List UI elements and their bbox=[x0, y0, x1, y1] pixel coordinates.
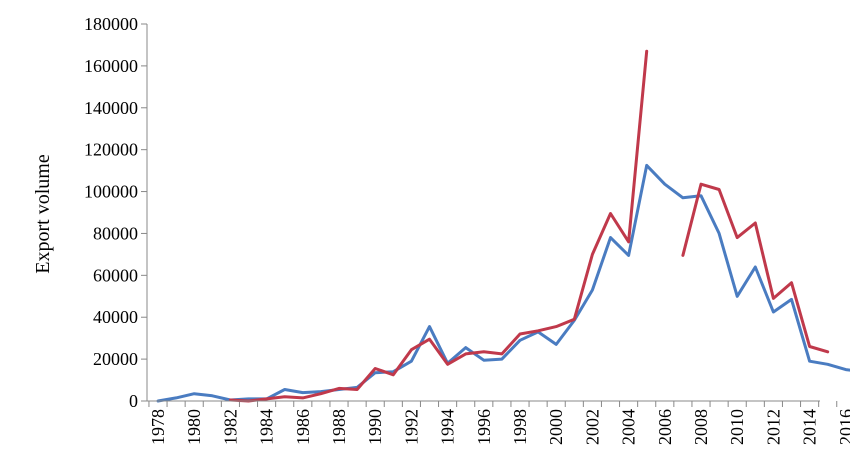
y-tick-label: 180000 bbox=[84, 14, 138, 34]
y-tick-label: 100000 bbox=[84, 182, 138, 202]
x-tick-label: 1984 bbox=[257, 409, 277, 445]
x-tick-label: 2006 bbox=[655, 409, 675, 445]
y-axis-ticks: 0 20000 40000 60000 80000 100000 120000 140000 1… bbox=[84, 14, 147, 411]
series-1-line bbox=[156, 163, 850, 403]
y-tick-label: 160000 bbox=[84, 56, 138, 76]
x-tick-label: 2016 bbox=[836, 409, 850, 445]
axes bbox=[146, 24, 820, 402]
series-lines bbox=[156, 49, 850, 403]
y-tick-label: 0 bbox=[129, 391, 138, 411]
y-tick-label: 80000 bbox=[93, 223, 138, 243]
x-tick-label: 1980 bbox=[184, 409, 204, 445]
y-tick-label: 140000 bbox=[84, 98, 138, 118]
x-tick-label: 2004 bbox=[619, 409, 639, 445]
x-tick-label: 1986 bbox=[293, 409, 313, 445]
x-tick-label: 1978 bbox=[148, 409, 168, 445]
x-tick-label: 2000 bbox=[546, 409, 566, 445]
x-tick-label: 1996 bbox=[474, 409, 494, 445]
series-2-line bbox=[681, 182, 830, 354]
x-tick-label: 1988 bbox=[329, 409, 349, 445]
x-tick-label: 1998 bbox=[510, 409, 530, 445]
y-tick-label: 20000 bbox=[93, 349, 138, 369]
x-tick-label: 1994 bbox=[438, 409, 458, 445]
y-tick-label: 120000 bbox=[84, 140, 138, 160]
x-tick-label: 2014 bbox=[800, 409, 820, 445]
x-tick-label: 2012 bbox=[763, 409, 783, 445]
y-tick-label: 40000 bbox=[93, 307, 138, 327]
y-axis-title: Export volume bbox=[32, 154, 54, 274]
x-tick-label: 1990 bbox=[365, 409, 385, 445]
y-tick-label: 60000 bbox=[93, 265, 138, 285]
series-2-line bbox=[228, 49, 649, 403]
x-tick-label: 2010 bbox=[727, 409, 747, 445]
x-tick-label: 2008 bbox=[691, 409, 711, 445]
x-tick-label: 1992 bbox=[401, 409, 421, 445]
x-tick-label: 1982 bbox=[220, 409, 240, 445]
x-axis-ticks: 1978 1980 1982 1984 1986 1988 1990 1992 1994 1996… bbox=[148, 401, 850, 445]
x-tick-label: 2002 bbox=[582, 409, 602, 445]
